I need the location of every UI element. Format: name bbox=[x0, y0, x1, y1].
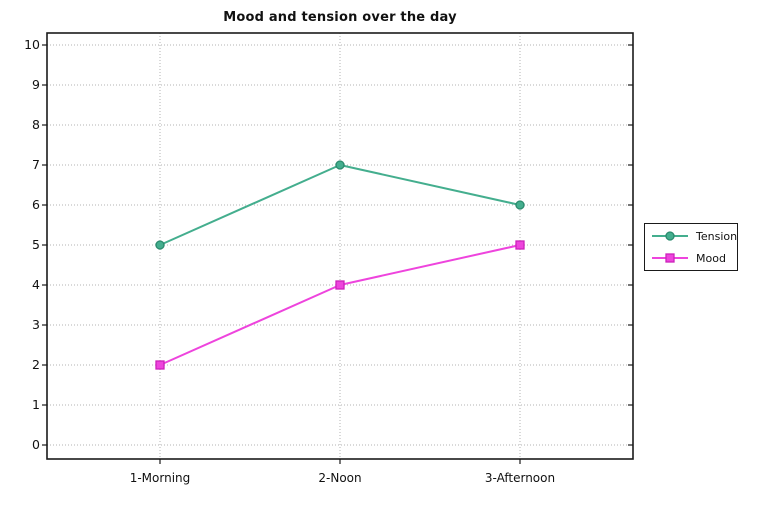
y-tick-label: 6 bbox=[32, 197, 40, 212]
mood-marker bbox=[335, 280, 345, 290]
axis-ticks bbox=[42, 44, 633, 464]
mood-line bbox=[159, 244, 521, 366]
tension-marker bbox=[335, 160, 345, 170]
mood-marker bbox=[515, 240, 525, 250]
y-tick-label: 8 bbox=[32, 117, 40, 132]
gridlines bbox=[47, 33, 633, 459]
y-tick-label: 4 bbox=[32, 277, 40, 292]
mood-legend-sample-icon bbox=[652, 253, 688, 263]
y-tick-label: 2 bbox=[32, 357, 40, 372]
y-tick-label: 7 bbox=[32, 157, 40, 172]
tension-marker bbox=[155, 240, 165, 250]
legend-label-mood: Mood bbox=[696, 251, 726, 265]
tension-legend-sample-icon bbox=[652, 231, 688, 241]
y-tick-label: 1 bbox=[32, 397, 40, 412]
legend: Tension Mood bbox=[644, 223, 738, 271]
x-tick-label: 2-Noon bbox=[318, 471, 362, 485]
legend-label-tension: Tension bbox=[696, 229, 738, 243]
y-tick-label: 10 bbox=[24, 37, 40, 52]
mood-marker bbox=[155, 360, 165, 370]
legend-item-mood: Mood bbox=[645, 249, 737, 267]
y-tick-label: 3 bbox=[32, 317, 40, 332]
legend-item-tension: Tension bbox=[645, 227, 737, 245]
x-tick-label: 1-Morning bbox=[129, 471, 191, 485]
y-tick-label: 5 bbox=[32, 237, 40, 252]
x-tick-label: 3-Afternoon bbox=[484, 471, 556, 485]
y-tick-label: 0 bbox=[32, 437, 40, 452]
tension-marker bbox=[515, 200, 525, 210]
y-tick-label: 9 bbox=[32, 77, 40, 92]
chart-title: Mood and tension over the day bbox=[223, 10, 457, 25]
